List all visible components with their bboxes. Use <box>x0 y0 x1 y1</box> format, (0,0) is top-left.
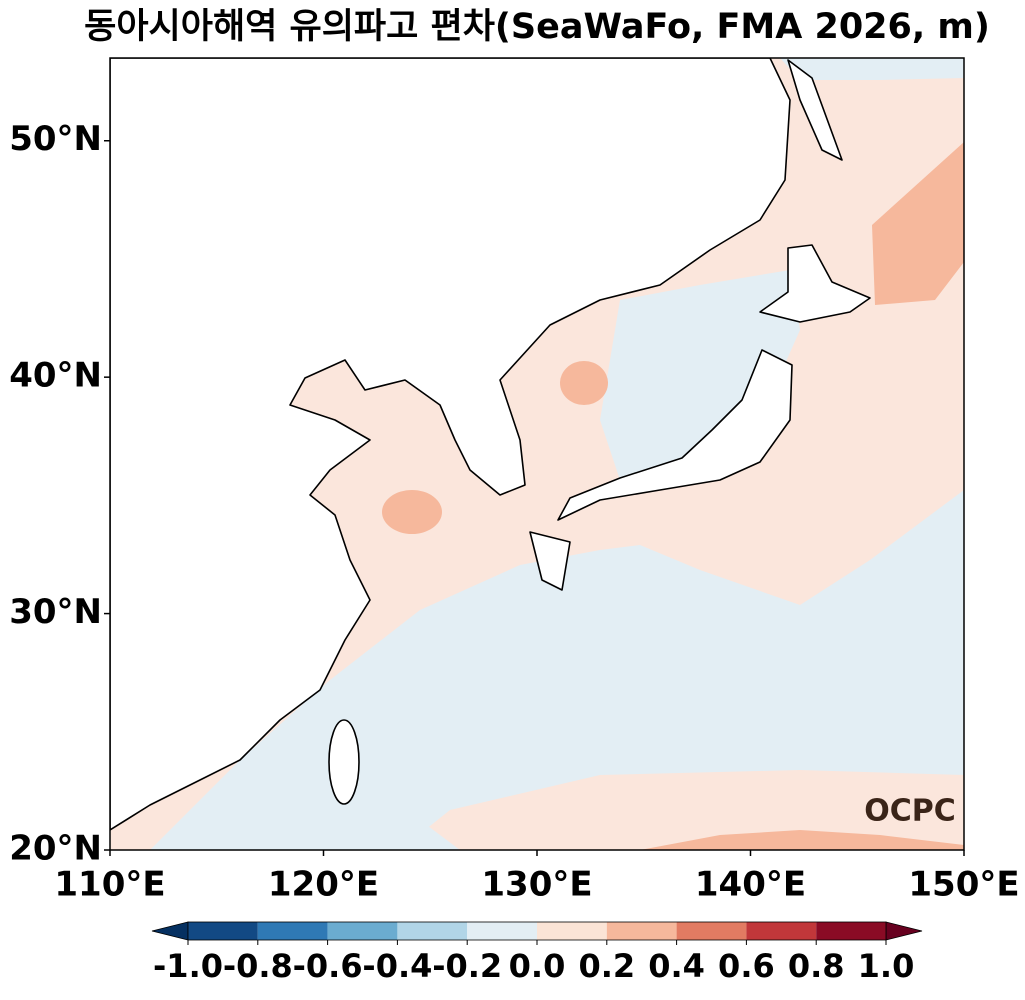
land <box>787 59 843 161</box>
logo: OCPC <box>864 794 956 829</box>
colorbar-label: 0.8 <box>788 947 845 985</box>
x-tick-label: 120°E <box>268 865 379 905</box>
colorbar-label: -0.8 <box>223 947 293 985</box>
field-positive <box>382 490 442 534</box>
field-positive <box>640 830 964 850</box>
map-title: 동아시아해역 유의파고 편차(SeaWaFo, FMA 2026, m) <box>84 7 990 47</box>
colorbar-label: -0.4 <box>362 947 432 985</box>
colorbar-label: -0.6 <box>293 947 363 985</box>
colorbar-label: 0.2 <box>578 947 635 985</box>
x-tick-label: 110°E <box>54 865 165 905</box>
colorbar-bin <box>606 922 677 940</box>
y-tick-label: 20°N <box>9 829 102 869</box>
field-positive <box>560 361 608 405</box>
land <box>759 244 871 323</box>
x-tick-label: 140°E <box>695 865 806 905</box>
field-negative <box>260 780 460 850</box>
colorbar-bin <box>676 922 747 940</box>
colorbar-label: -1.0 <box>153 947 223 985</box>
field-positive <box>872 142 964 305</box>
colorbar-bin <box>746 922 817 940</box>
land <box>529 531 571 591</box>
colorbar-label: 0.4 <box>648 947 705 985</box>
land <box>110 58 791 831</box>
y-tick-label: 40°N <box>9 356 102 396</box>
map-field <box>110 58 964 850</box>
field-negative <box>780 58 964 80</box>
y-tick-label: 50°N <box>9 119 102 159</box>
colorbar-bin <box>816 922 886 940</box>
colorbar-bin <box>327 922 398 940</box>
x-tick-label: 150°E <box>908 865 1019 905</box>
colorbar-label: 1.0 <box>858 947 915 985</box>
colorbar-bin <box>188 922 258 940</box>
x-tick-label: 130°E <box>481 865 592 905</box>
colorbar-label: -0.2 <box>432 947 502 985</box>
colorbar-extend-high <box>885 921 923 941</box>
colorbar-bin <box>397 922 468 940</box>
land <box>557 349 793 521</box>
colorbar-label: 0.0 <box>509 947 566 985</box>
colorbar-extend-low <box>151 921 189 941</box>
colorbar-bin <box>467 922 537 940</box>
colorbar-bin <box>537 922 607 940</box>
y-tick-label: 30°N <box>9 592 102 632</box>
colorbar-label: 0.6 <box>718 947 775 985</box>
land <box>328 719 360 805</box>
colorbar-bin <box>257 922 328 940</box>
